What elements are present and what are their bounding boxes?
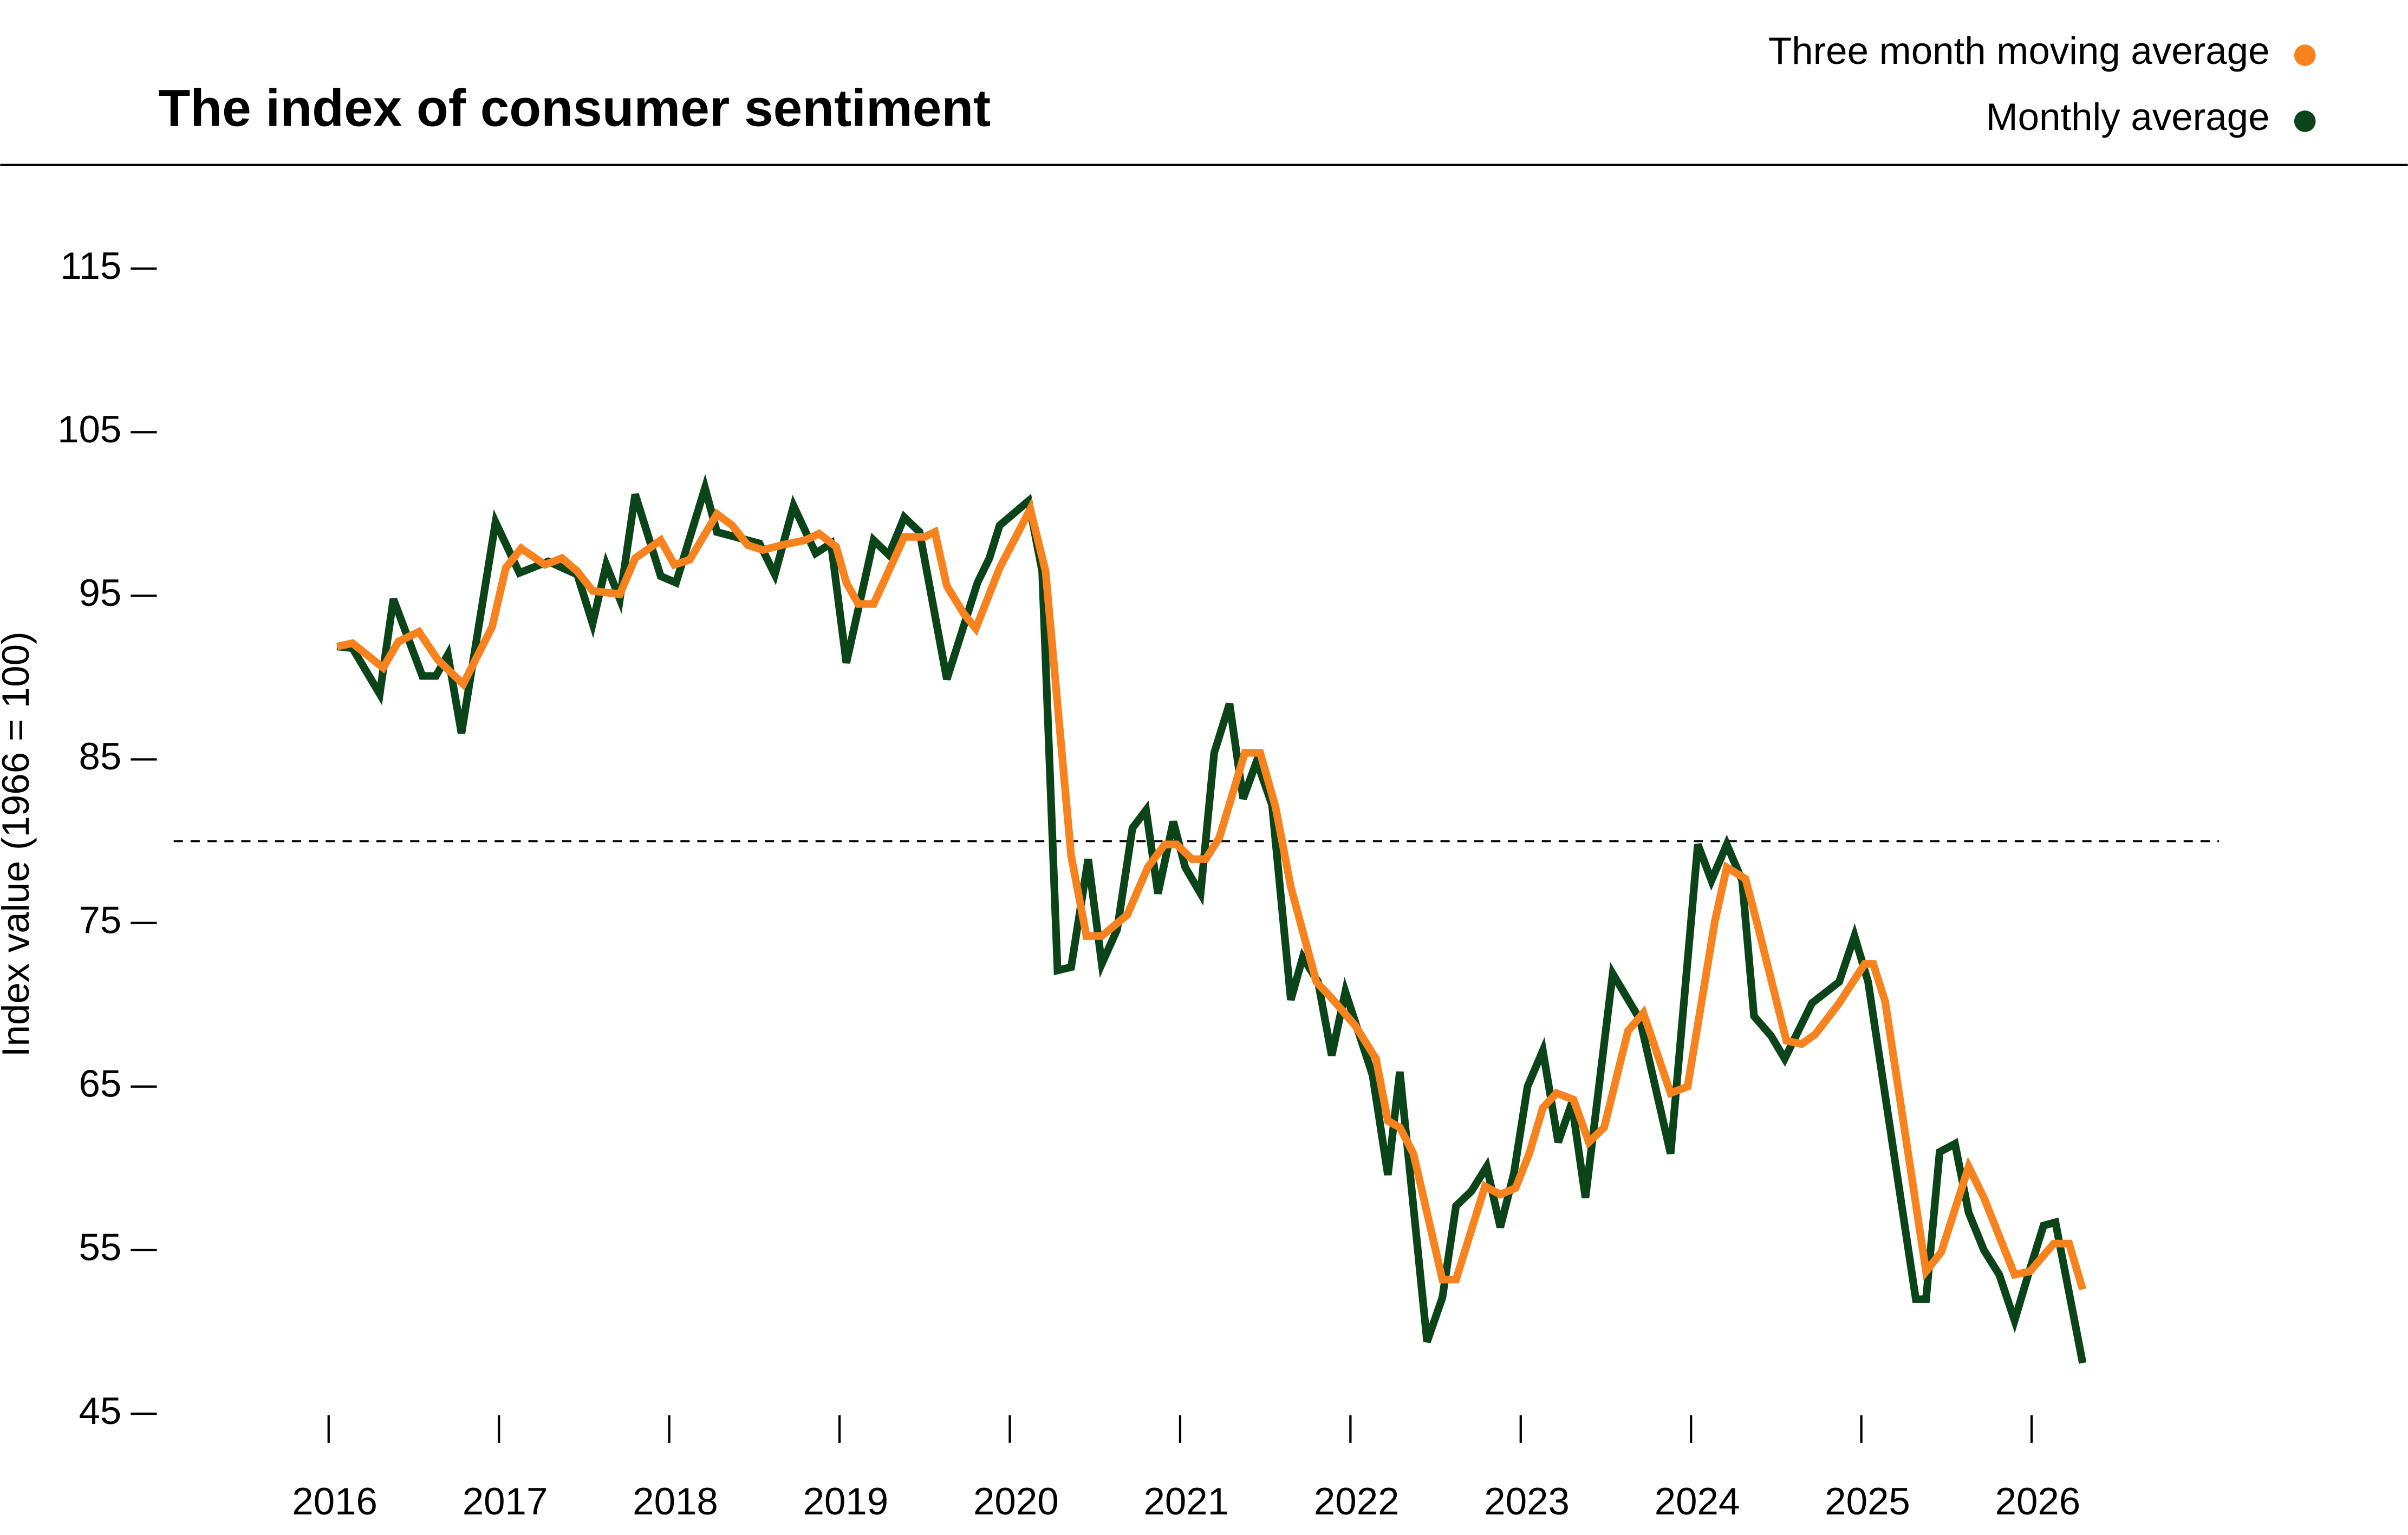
y-tick-label: 65 [79,1062,121,1105]
legend-swatch [2294,110,2316,132]
chart-title: The index of consumer sentiment [158,79,991,137]
x-tick-label: 2023 [1484,1480,1570,1523]
legend-label: Monthly average [1986,96,2270,139]
x-tick-label: 2022 [1314,1480,1400,1523]
x-tick-label: 2018 [633,1480,718,1523]
x-tick-label: 2016 [292,1480,378,1523]
y-tick-label: 75 [79,899,121,942]
series-line [336,498,2087,1291]
y-tick-label: 95 [79,572,121,615]
x-tick-label: 2020 [973,1480,1059,1523]
y-axis-label: Index value (1966 = 100) [0,631,37,1057]
y-tick-label: 115 [60,245,121,288]
y-tick-label: 105 [57,408,121,451]
y-tick-label: 45 [79,1390,121,1433]
series-line [336,474,2087,1364]
y-tick-label: 55 [79,1226,121,1269]
x-tick-label: 2024 [1655,1480,1740,1523]
x-tick-label: 2026 [1995,1480,2081,1523]
legend-label: Three month moving average [1768,30,2270,73]
legend-swatch [2294,44,2316,66]
y-tick-label: 85 [79,735,121,778]
x-tick-label: 2019 [803,1480,889,1523]
x-tick-label: 2017 [463,1480,548,1523]
x-tick-label: 2021 [1143,1480,1229,1523]
x-tick-label: 2025 [1825,1480,1910,1523]
